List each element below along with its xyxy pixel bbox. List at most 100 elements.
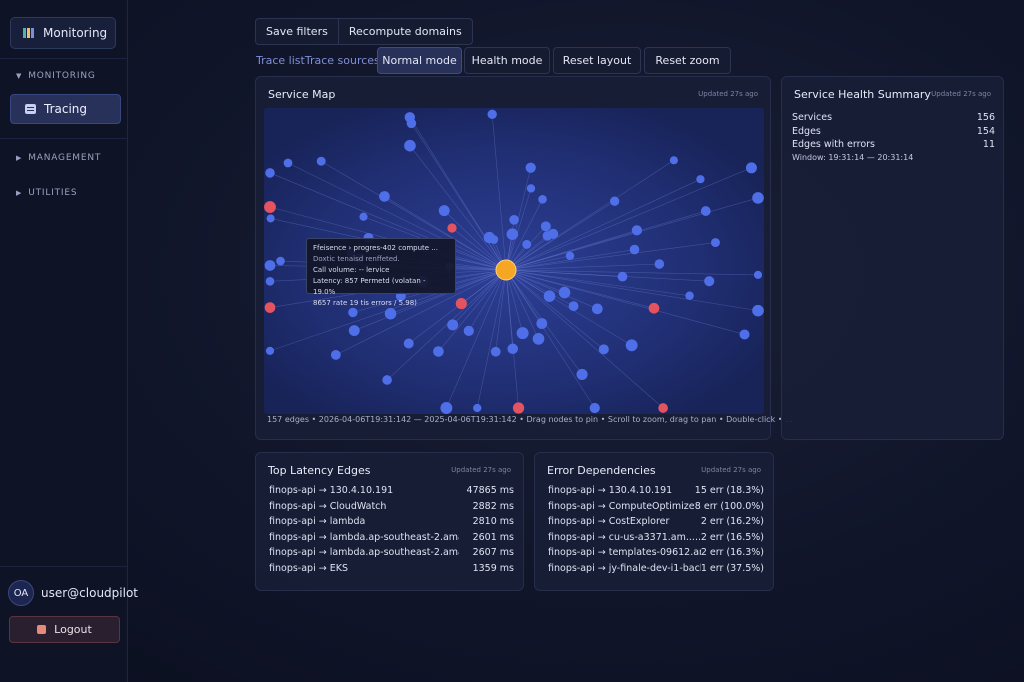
service-node[interactable] (617, 271, 628, 282)
service-node[interactable] (489, 235, 499, 244)
service-node[interactable] (473, 403, 482, 413)
service-node[interactable] (266, 214, 275, 223)
service-node[interactable] (631, 225, 642, 236)
service-node[interactable] (490, 346, 501, 357)
error-service-node[interactable] (455, 298, 467, 310)
service-node[interactable] (745, 162, 757, 174)
service-node[interactable] (382, 375, 392, 385)
service-node[interactable] (283, 158, 293, 168)
table-row[interactable]: finops-api → jy-finale-dev-i1-back... 1 e… (548, 563, 764, 574)
service-node[interactable] (568, 301, 579, 312)
service-node[interactable] (589, 402, 600, 414)
table-row[interactable]: finops-api → cu-us-a3371.am...... 2 err (… (548, 532, 764, 543)
center-service-node[interactable] (495, 259, 517, 281)
section-monitoring[interactable]: ▼ MONITORING (16, 71, 96, 81)
service-node[interactable] (463, 325, 474, 336)
section-utilities[interactable]: ▶ UTILITIES (16, 188, 77, 198)
reset-layout-button[interactable]: Reset layout (553, 47, 641, 74)
reset-zoom-button[interactable]: Reset zoom (644, 47, 731, 74)
service-node[interactable] (532, 333, 545, 345)
service-node[interactable] (264, 260, 276, 271)
section-management[interactable]: ▶ MANAGEMENT (16, 153, 101, 163)
trace-sources-link[interactable]: Trace sources (304, 54, 380, 67)
service-node[interactable] (406, 118, 417, 129)
service-node[interactable] (330, 350, 341, 360)
sidebar-item-tracing[interactable]: Tracing (10, 94, 121, 124)
table-row[interactable]: finops-api → lambda.ap-southeast-2.ama..… (269, 547, 514, 558)
service-node[interactable] (516, 327, 529, 340)
error-service-node[interactable] (264, 201, 276, 213)
service-node[interactable] (316, 156, 326, 166)
service-node[interactable] (276, 256, 285, 266)
service-node[interactable] (598, 344, 609, 355)
service-node[interactable] (685, 291, 694, 301)
service-node[interactable] (591, 303, 603, 315)
service-node[interactable] (711, 238, 720, 248)
service-node[interactable] (506, 228, 519, 240)
service-node[interactable] (438, 205, 450, 217)
service-node[interactable] (565, 251, 575, 261)
service-node[interactable] (654, 259, 665, 269)
service-node[interactable] (548, 228, 559, 239)
service-node[interactable] (359, 212, 368, 221)
service-node[interactable] (440, 402, 453, 414)
service-node[interactable] (700, 206, 711, 216)
service-node[interactable] (526, 184, 536, 193)
service-node[interactable] (558, 286, 571, 299)
service-node[interactable] (625, 339, 638, 352)
service-node[interactable] (522, 239, 532, 249)
service-node[interactable] (433, 346, 444, 357)
service-node[interactable] (543, 290, 556, 302)
service-node[interactable] (525, 162, 536, 173)
health-mode-button[interactable]: Health mode (464, 47, 550, 74)
service-node[interactable] (507, 343, 518, 355)
service-node[interactable] (629, 244, 640, 255)
service-node[interactable] (609, 196, 620, 206)
service-node[interactable] (265, 346, 275, 355)
service-node[interactable] (752, 192, 764, 204)
service-node[interactable] (384, 307, 397, 320)
service-node[interactable] (576, 368, 588, 380)
service-node[interactable] (704, 276, 715, 287)
service-node[interactable] (536, 318, 548, 329)
service-node[interactable] (739, 329, 750, 340)
table-row[interactable]: finops-api → 130.4.10.191 15 err (18.3%) (548, 485, 764, 496)
table-row[interactable]: finops-api → lambda 2810 ms (269, 516, 514, 527)
service-node[interactable] (509, 214, 519, 225)
service-map-canvas[interactable]: Ffeisence › progres-402 compute ... Doxt… (264, 108, 764, 414)
recompute-domains-button[interactable]: Recompute domains (337, 19, 472, 44)
error-service-node[interactable] (658, 403, 668, 413)
logout-button[interactable]: Logout (9, 616, 120, 643)
trace-list-link[interactable]: Trace list (256, 54, 305, 67)
service-node[interactable] (379, 191, 390, 202)
error-service-node[interactable] (648, 302, 660, 314)
error-service-node[interactable] (512, 402, 525, 414)
error-service-node[interactable] (264, 302, 276, 313)
service-node[interactable] (669, 156, 678, 165)
error-service-node[interactable] (447, 223, 457, 233)
service-node[interactable] (696, 175, 705, 184)
table-row[interactable]: finops-api → templates-09612.am... 2 err … (548, 547, 764, 558)
table-row[interactable]: finops-api → CostExplorer 2 err (16.2%) (548, 516, 764, 527)
table-row[interactable]: finops-api → ComputeOptimizer 8 err (100.… (548, 501, 764, 512)
service-node[interactable] (753, 270, 763, 279)
table-row[interactable]: finops-api → CloudWatch 2882 ms (269, 501, 514, 512)
service-node[interactable] (540, 221, 551, 232)
table-row[interactable]: finops-api → EKS 1359 ms (269, 563, 514, 574)
normal-mode-button[interactable]: Normal mode (377, 47, 462, 74)
service-node[interactable] (265, 277, 275, 286)
service-node[interactable] (348, 325, 360, 337)
brand-button[interactable]: Monitoring (10, 17, 116, 49)
save-filters-button[interactable]: Save filters (266, 25, 328, 38)
table-row[interactable]: finops-api → lambda.ap-southeast-2.ama..… (269, 532, 514, 543)
table-row[interactable]: finops-api → 130.4.10.191 47865 ms (269, 485, 514, 496)
service-node[interactable] (265, 168, 275, 178)
service-node[interactable] (487, 109, 497, 119)
service-node[interactable] (403, 338, 414, 349)
service-node[interactable] (447, 319, 459, 331)
service-node[interactable] (348, 307, 358, 318)
service-node[interactable] (404, 139, 416, 152)
user-profile[interactable]: OA user@cloudpilot (8, 580, 138, 606)
service-node[interactable] (752, 304, 764, 317)
service-node[interactable] (538, 194, 547, 204)
